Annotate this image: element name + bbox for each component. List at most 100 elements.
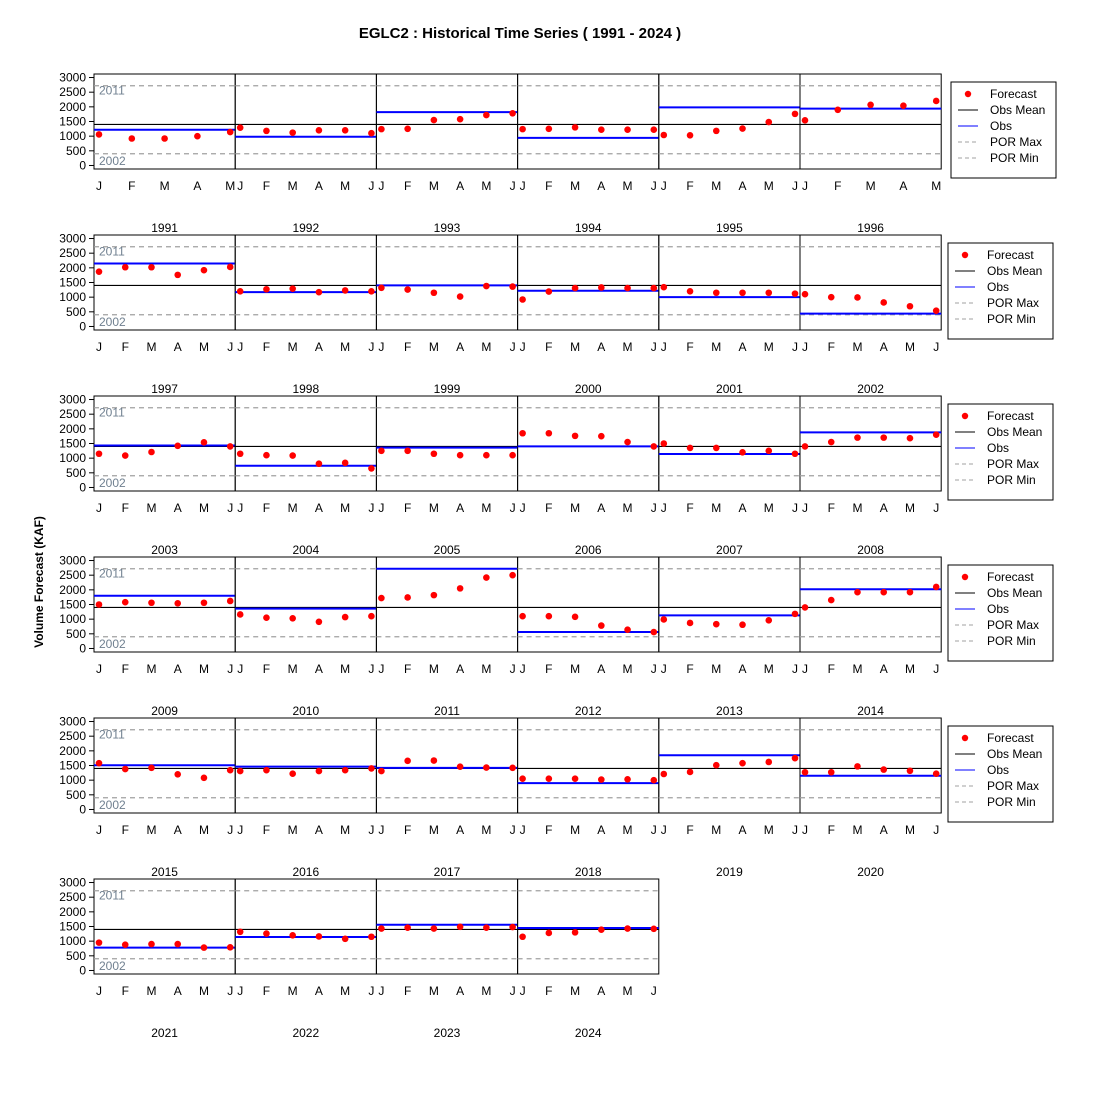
x-tick-label: M bbox=[905, 823, 915, 837]
x-tick-label: J bbox=[933, 662, 939, 676]
forecast-point bbox=[519, 775, 526, 782]
x-tick-label: A bbox=[597, 823, 605, 837]
x-tick-label: J bbox=[227, 501, 233, 515]
forecast-point bbox=[571, 124, 579, 131]
panel-frame bbox=[234, 878, 377, 975]
x-tick-label: M bbox=[711, 501, 721, 515]
por-max-label: 2011 bbox=[99, 406, 125, 420]
y-tick-label: 3000 bbox=[59, 876, 86, 890]
por-min-label: 2002 bbox=[99, 476, 126, 490]
x-tick-label: M bbox=[288, 662, 298, 676]
x-tick-label: F bbox=[828, 662, 835, 676]
por-min-label: 2002 bbox=[99, 798, 126, 812]
panel-year-label: 2003 bbox=[151, 543, 178, 557]
forecast-point bbox=[263, 614, 270, 621]
x-tick-label: A bbox=[315, 340, 323, 354]
forecast-point bbox=[174, 600, 182, 607]
x-tick-label: M bbox=[711, 662, 721, 676]
x-tick-label: M bbox=[340, 823, 350, 837]
forecast-point bbox=[571, 775, 579, 782]
x-tick-label: A bbox=[597, 662, 605, 676]
forecast-point bbox=[174, 271, 182, 279]
x-tick-label: M bbox=[199, 984, 209, 998]
legend-label: Forecast bbox=[990, 87, 1037, 101]
panel-year-label: 2017 bbox=[434, 865, 461, 879]
forecast-point bbox=[932, 97, 940, 105]
x-tick-label: M bbox=[623, 340, 633, 354]
forecast-point bbox=[236, 124, 244, 131]
x-tick-label: J bbox=[651, 984, 657, 998]
forecast-point bbox=[624, 925, 631, 932]
forecast-point bbox=[791, 450, 799, 458]
forecast-point bbox=[341, 766, 349, 774]
x-tick-label: A bbox=[880, 823, 888, 837]
forecast-point bbox=[801, 117, 809, 124]
x-tick-label: J bbox=[802, 662, 808, 676]
y-tick-label: 500 bbox=[66, 466, 86, 480]
forecast-point bbox=[148, 263, 155, 271]
legend-forecast-marker bbox=[964, 90, 972, 98]
legend: Forecast Obs Mean Obs POR Max POR Min bbox=[947, 403, 1054, 501]
x-tick-label: A bbox=[739, 823, 747, 837]
forecast-point bbox=[650, 284, 658, 292]
forecast-point bbox=[341, 613, 349, 621]
forecast-point bbox=[598, 926, 605, 934]
x-tick-label: F bbox=[404, 340, 411, 354]
legend-box bbox=[947, 403, 1054, 501]
panel-frame bbox=[375, 878, 519, 975]
x-tick-label: J bbox=[520, 662, 526, 676]
x-tick-label: M bbox=[288, 823, 298, 837]
x-tick-label: J bbox=[368, 662, 374, 676]
forecast-point bbox=[368, 129, 375, 137]
x-tick-label: J bbox=[96, 501, 102, 515]
x-tick-label: F bbox=[686, 823, 693, 837]
panel-1991: 2011 2002 J F M A M 1991 bbox=[93, 73, 236, 235]
legend-forecast-marker bbox=[961, 734, 969, 742]
forecast-point bbox=[624, 438, 631, 446]
forecast-point bbox=[483, 111, 490, 119]
x-tick-label: F bbox=[404, 662, 411, 676]
forecast-point bbox=[315, 767, 323, 775]
x-tick-label: M bbox=[852, 501, 862, 515]
x-tick-label: J bbox=[520, 179, 526, 193]
forecast-point bbox=[430, 289, 438, 297]
forecast-point bbox=[739, 289, 746, 297]
legend: Forecast Obs Mean Obs POR Max POR Min bbox=[947, 242, 1054, 340]
y-tick-label: 2500 bbox=[59, 407, 86, 421]
x-tick-label: J bbox=[237, 340, 243, 354]
panel-2014: J F M A M J 2014 bbox=[799, 556, 942, 718]
x-tick-label: M bbox=[764, 179, 774, 193]
x-tick-label: M bbox=[623, 501, 633, 515]
por-max-label: 2011 bbox=[99, 728, 125, 742]
panel-frame bbox=[517, 395, 660, 492]
forecast-point bbox=[545, 775, 553, 782]
legend-label: Obs Mean bbox=[987, 747, 1042, 761]
forecast-point bbox=[148, 599, 155, 607]
x-tick-label: J bbox=[651, 501, 657, 515]
forecast-point bbox=[430, 450, 438, 458]
panel-year-label: 2004 bbox=[292, 543, 319, 557]
panel-2017: J F M A M J 2017 bbox=[375, 717, 519, 879]
x-tick-label: M bbox=[288, 179, 298, 193]
forecast-point bbox=[854, 763, 861, 770]
x-tick-label: A bbox=[174, 662, 182, 676]
x-tick-label: M bbox=[340, 179, 350, 193]
panel-year-label: 2001 bbox=[716, 382, 743, 396]
forecast-point bbox=[598, 126, 605, 134]
y-tick-label: 0 bbox=[79, 641, 86, 655]
forecast-point bbox=[95, 601, 103, 608]
x-tick-label: J bbox=[520, 340, 526, 354]
x-tick-label: J bbox=[227, 823, 233, 837]
forecast-point bbox=[854, 588, 861, 596]
panel-frame bbox=[658, 73, 801, 170]
x-tick-label: F bbox=[828, 501, 835, 515]
y-tick-label: 2500 bbox=[59, 890, 86, 904]
x-tick-label: F bbox=[545, 340, 552, 354]
forecast-point bbox=[368, 933, 375, 941]
x-tick-label: M bbox=[199, 823, 209, 837]
panel-year-label: 2020 bbox=[857, 865, 884, 879]
